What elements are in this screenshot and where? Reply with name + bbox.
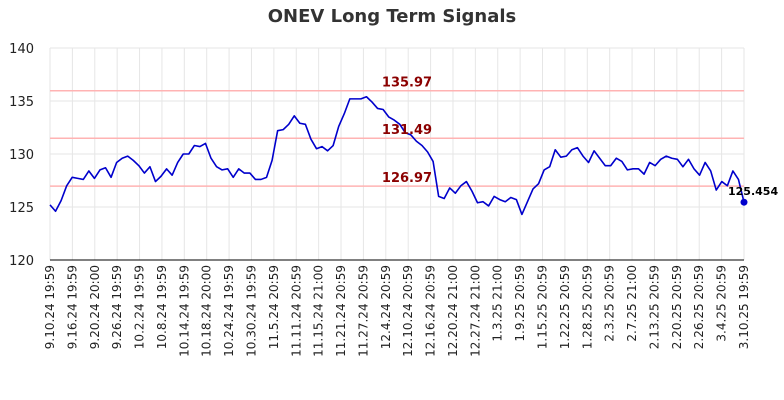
x-tick-label: 1.15.25 20:59 bbox=[536, 265, 550, 349]
price-series-line bbox=[49, 95, 745, 216]
x-tick-label: 9.20.24 20:00 bbox=[88, 265, 102, 349]
last-point-label: 125.454 bbox=[728, 185, 778, 198]
y-tick-label: 125 bbox=[9, 201, 34, 216]
x-tick-label: 9.16.24 19:59 bbox=[65, 265, 79, 349]
y-tick-label: 120 bbox=[9, 254, 34, 269]
x-tick-label: 11.21.24 20:59 bbox=[334, 265, 348, 357]
x-tick-label: 10.2.24 19:59 bbox=[133, 265, 147, 349]
x-tick-label: 3.4.25 20:59 bbox=[715, 265, 729, 342]
x-tick-label: 2.7.25 21:00 bbox=[625, 265, 639, 342]
x-tick-label: 1.9.25 20:59 bbox=[513, 265, 527, 342]
x-tick-label: 12.4.24 20:59 bbox=[379, 265, 393, 349]
x-tick-label: 9.10.24 19:59 bbox=[43, 265, 57, 349]
y-tick-label: 130 bbox=[9, 148, 34, 163]
x-tick-label: 1.22.25 20:59 bbox=[558, 265, 572, 349]
x-tick-label: 2.20.25 20:59 bbox=[670, 265, 684, 349]
x-tick-label: 10.8.24 19:59 bbox=[155, 265, 169, 349]
x-tick-label: 11.5.24 20:59 bbox=[267, 265, 281, 349]
x-tick-label: 11.27.24 20:59 bbox=[356, 265, 370, 357]
chart-title: ONEV Long Term Signals bbox=[267, 6, 517, 27]
x-tick-label: 12.10.24 20:59 bbox=[401, 265, 415, 357]
x-tick-label: 1.3.25 21:00 bbox=[491, 265, 505, 342]
x-tick-label: 2.13.25 20:59 bbox=[647, 265, 661, 349]
signal-line-label: 131.49 bbox=[382, 123, 432, 138]
y-tick-label: 135 bbox=[9, 95, 34, 110]
x-tick-label: 10.24.24 19:59 bbox=[222, 265, 236, 357]
x-tick-label: 9.26.24 19:59 bbox=[110, 265, 124, 349]
x-tick-label: 12.27.24 21:00 bbox=[468, 265, 482, 357]
signal-line-label: 135.97 bbox=[382, 76, 432, 91]
x-tick-label: 12.20.24 21:00 bbox=[446, 265, 460, 357]
x-tick-label: 2.26.25 20:59 bbox=[692, 265, 706, 349]
x-tick-label: 2.3.25 20:59 bbox=[603, 265, 617, 342]
x-tick-label: 1.28.25 20:59 bbox=[580, 265, 594, 349]
x-tick-label: 3.10.25 19:59 bbox=[737, 265, 751, 349]
x-tick-label: 10.14.24 19:59 bbox=[177, 265, 191, 357]
x-tick-label: 10.18.24 20:00 bbox=[200, 265, 214, 357]
x-tick-label: 11.11.24 20:59 bbox=[289, 265, 303, 357]
x-tick-label: 11.15.24 21:00 bbox=[312, 265, 326, 357]
y-tick-label: 140 bbox=[9, 42, 34, 57]
signal-line-label: 126.97 bbox=[382, 171, 432, 186]
x-tick-label: 10.30.24 19:59 bbox=[244, 265, 258, 357]
x-tick-label: 12.16.24 20:59 bbox=[424, 265, 438, 357]
last-point-marker bbox=[740, 198, 748, 206]
